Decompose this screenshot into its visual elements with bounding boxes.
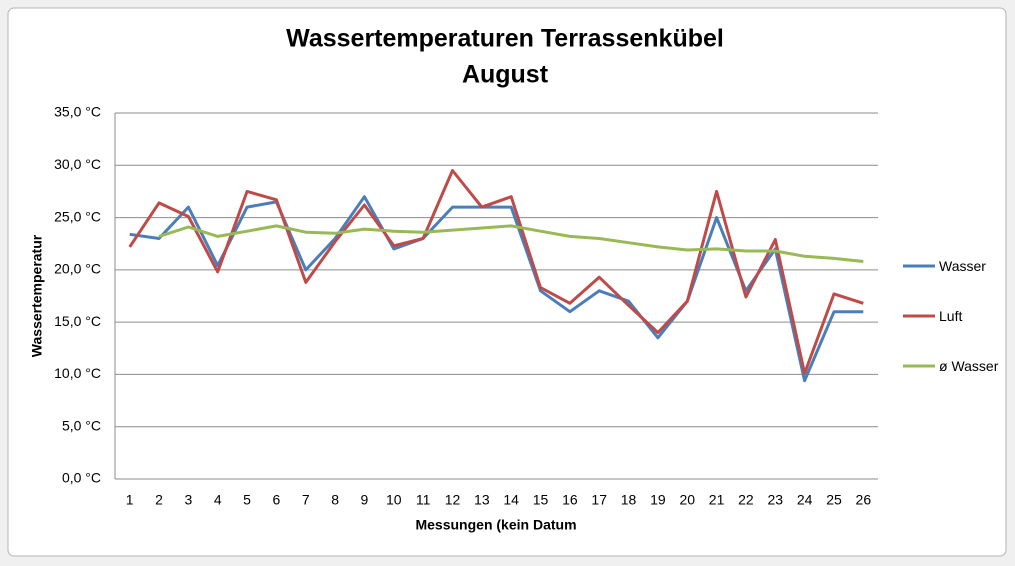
x-tick-label: 20 xyxy=(679,492,695,508)
y-tick-label: 25,0 °C xyxy=(54,208,101,224)
y-tick-label: 20,0 °C xyxy=(54,261,101,277)
x-tick-label: 3 xyxy=(184,492,192,508)
x-tick-label: 10 xyxy=(386,492,402,508)
series-line xyxy=(128,169,864,375)
y-tick-label: 35,0 °C xyxy=(54,104,101,120)
x-tick-label: 21 xyxy=(709,492,725,508)
series-line xyxy=(158,224,864,263)
y-tick-label: 0,0 °C xyxy=(62,470,101,486)
y-tick-label: 10,0 °C xyxy=(54,365,101,381)
y-tick-label: 15,0 °C xyxy=(54,313,101,329)
y-tick-label: 5,0 °C xyxy=(62,417,101,433)
x-axis-label: Messungen (kein Datum xyxy=(415,517,576,533)
x-tick-label: 5 xyxy=(243,492,251,508)
x-tick-label: 26 xyxy=(856,492,872,508)
chart-title: August xyxy=(462,61,549,89)
x-tick-label: 14 xyxy=(503,492,519,508)
x-tick-label: 16 xyxy=(562,492,578,508)
chart-title: Wassertemperaturen Terrassenkübel xyxy=(286,25,724,53)
x-tick-label: 25 xyxy=(826,492,842,508)
x-tick-label: 13 xyxy=(474,492,490,508)
x-tick-label: 15 xyxy=(533,492,549,508)
chart-frame xyxy=(7,7,1007,557)
x-tick-label: 4 xyxy=(214,492,222,508)
legend-label: ø Wasser xyxy=(939,358,999,374)
x-tick-label: 17 xyxy=(591,492,607,508)
legend-label: Wasser xyxy=(939,258,986,274)
legend-label: Luft xyxy=(939,308,963,324)
x-tick-label: 6 xyxy=(273,492,281,508)
x-tick-label: 7 xyxy=(302,492,310,508)
x-tick-label: 23 xyxy=(767,492,783,508)
x-tick-label: 18 xyxy=(621,492,637,508)
x-tick-label: 9 xyxy=(361,492,369,508)
y-axis-label: Wassertemperatur xyxy=(29,234,45,357)
x-tick-label: 22 xyxy=(738,492,754,508)
x-tick-label: 1 xyxy=(126,492,134,508)
x-tick-label: 19 xyxy=(650,492,666,508)
x-tick-label: 24 xyxy=(797,492,813,508)
x-tick-label: 11 xyxy=(416,492,431,508)
y-tick-label: 30,0 °C xyxy=(54,156,101,172)
x-tick-label: 12 xyxy=(445,492,461,508)
x-tick-label: 2 xyxy=(155,492,163,508)
x-tick-label: 8 xyxy=(331,492,339,508)
